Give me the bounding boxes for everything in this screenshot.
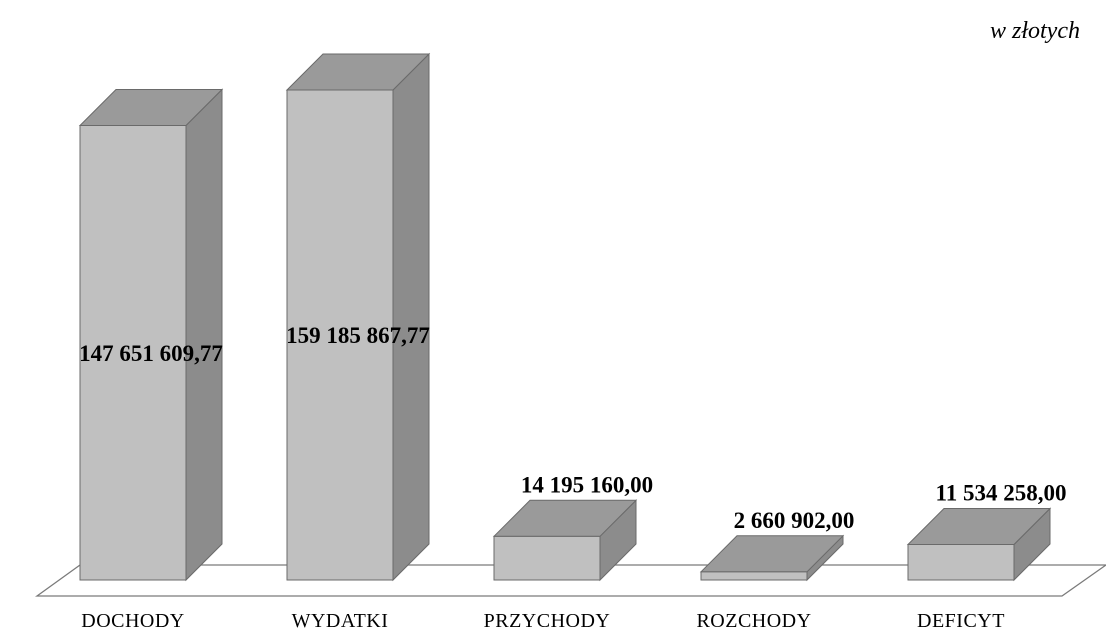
bar-top-rozchody (699, 535, 845, 573)
bar-front-deficyt (907, 543, 1015, 581)
bar-top-wydatki (285, 53, 431, 91)
bar-top-deficyt (906, 507, 1052, 545)
bar-front-rozchody (700, 571, 808, 581)
category-labels-group: DOCHODY WYDATKI PRZYCHODY ROZCHODY DEFICYT (81, 610, 1005, 630)
bar-top-dochody (78, 89, 224, 127)
value-label-dochody: 147 651 609,77 (79, 341, 223, 366)
value-labels-group: 147 651 609,77 159 185 867,77 14 195 160,0… (79, 323, 1066, 533)
bar-front-przychody (493, 535, 601, 581)
value-label-rozchody: 2 660 902,00 (734, 508, 855, 533)
bar-side-dochody (185, 88, 223, 582)
bar-dochody (78, 88, 224, 582)
bar-side-wydatki (392, 52, 430, 582)
bar-wydatki (285, 52, 431, 582)
bars-group (78, 52, 1052, 582)
category-label-dochody: DOCHODY (81, 610, 185, 630)
bar-deficyt (906, 507, 1052, 582)
bar-front-dochody (79, 125, 187, 581)
category-label-rozchody: ROZCHODY (696, 610, 811, 630)
value-label-przychody: 14 195 160,00 (521, 472, 653, 497)
chart-floor (34, 564, 1106, 597)
bar-rozchody (699, 534, 845, 582)
bar-top-przychody (492, 499, 638, 537)
bar-przychody (492, 499, 638, 582)
value-label-wydatki: 159 185 867,77 (286, 323, 430, 348)
category-label-przychody: PRZYCHODY (484, 610, 611, 630)
category-label-deficyt: DEFICYT (917, 610, 1005, 630)
value-label-deficyt: 11 534 258,00 (936, 480, 1067, 505)
unit-label: w złotych (990, 18, 1080, 44)
category-label-wydatki: WYDATKI (292, 610, 389, 630)
